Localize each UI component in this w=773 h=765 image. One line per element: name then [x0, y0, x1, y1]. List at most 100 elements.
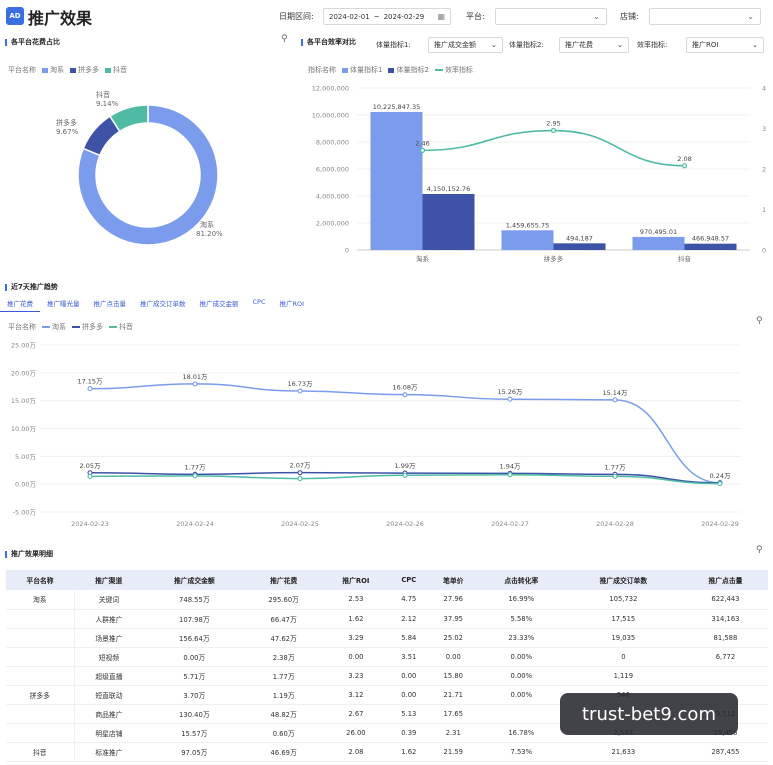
table-cell: 37.95	[427, 609, 479, 629]
table-header-cell[interactable]: 点击转化率	[478, 570, 564, 590]
table-header-cell[interactable]: 平台名称	[6, 570, 75, 590]
table-header-cell[interactable]: 推广渠道	[74, 570, 144, 590]
trend-legend-item[interactable]: 淘系	[42, 322, 66, 332]
table-cell: 3.12	[321, 685, 390, 705]
donut-legend-item[interactable]: 拼多多	[70, 65, 99, 75]
donut-legend: 平台名称 淘系 拼多多 抖音	[8, 65, 127, 75]
efficiency-metric-value: 推广ROI	[692, 41, 719, 49]
efficiency-legend-item[interactable]: 体量指标2	[388, 65, 429, 75]
y-tick-label: 12,000,000	[312, 85, 349, 93]
watermark-overlay: trust-bet9.com	[560, 693, 738, 735]
trend-point	[402, 392, 408, 398]
metric2-select[interactable]: 推广花费 ⌄	[559, 37, 629, 53]
y-tick-label: 10.00万	[11, 425, 37, 433]
table-header-cell[interactable]: 推广成交金额	[143, 570, 246, 590]
legend-label: 体量指标2	[396, 66, 429, 74]
detail-section-title: 推广效果明细	[5, 549, 53, 559]
trend-point	[612, 473, 618, 479]
table-cell: 2.12	[389, 609, 428, 629]
efficiency-point	[681, 163, 688, 169]
trend-point	[402, 472, 408, 478]
filter-icon[interactable]: ⚲	[281, 34, 288, 44]
page-title: 推广效果	[28, 9, 93, 28]
table-cell	[478, 704, 564, 724]
donut-legend-item[interactable]: 淘系	[42, 65, 64, 75]
tab-trend-metric[interactable]: CPC	[252, 298, 266, 306]
y-tick-label: -5.00万	[13, 509, 37, 517]
filter-icon[interactable]: ⚲	[756, 316, 763, 326]
metric1-select[interactable]: 推广成交金额 ⌄	[428, 37, 503, 53]
legend-label: 效率指标	[444, 66, 473, 74]
bar-metric1	[632, 236, 685, 250]
efficiency-metric-label: 效率指标:	[637, 41, 668, 49]
tab-trend-metric[interactable]: 推广ROI	[279, 300, 305, 308]
tab-trend-metric[interactable]: 推广花费	[0, 295, 40, 312]
table-header-cell[interactable]: 推广ROI	[321, 570, 390, 590]
trend-legend-item[interactable]: 抖音	[109, 322, 133, 332]
trend-value-label: 15.26万	[497, 388, 523, 396]
y-tick-label: 8,000,000	[316, 139, 349, 147]
table-cell: 超级直播	[74, 666, 144, 686]
legend-line	[109, 326, 117, 328]
efficiency-value-label: 2.95	[546, 120, 560, 128]
table-cell: 拼多多	[6, 685, 75, 705]
tab-trend-metric[interactable]: 推广成交金额	[199, 300, 239, 308]
date-range-picker[interactable]: 2024-02-01 ~ 2024-02-29 ▦	[323, 8, 451, 25]
table-row[interactable]: 超级直播 5.71万 1.77万 3.23 0.00 15.80 0.00% 1,119	[6, 666, 768, 686]
bar-metric2	[553, 243, 606, 250]
filter-icon[interactable]: ⚲	[756, 545, 763, 555]
shop-select[interactable]: ⌄	[649, 8, 761, 25]
efficiency-metric-select[interactable]: 推广ROI ⌄	[686, 37, 764, 53]
table-header-cell[interactable]: 推广成交订单数	[563, 570, 683, 590]
trend-point	[192, 473, 198, 479]
table-row[interactable]: 淘系 关键词 748.55万 295.60万 2.53 4.75 27.96 16.99% 10…	[6, 590, 768, 610]
table-header-row: 平台名称 推广渠道 推广成交金额 推广花费 推广ROI CPC 笔单价 点击转化率 推广成交订单…	[6, 570, 768, 590]
chevron-down-icon: ⌄	[747, 12, 754, 21]
y-tick-label: 6,000,000	[316, 166, 349, 174]
table-cell: 17,515	[563, 609, 683, 629]
table-cell: 2.08	[321, 742, 390, 762]
table-cell: 25.02	[427, 628, 479, 648]
x-tick-label: 2024-02-23	[71, 520, 109, 528]
bar-value-label: 10,225,847.35	[373, 103, 421, 111]
table-row[interactable]: 场景推广 156.64万 47.62万 3.29 5.84 25.02 23.33% 19,0…	[6, 628, 768, 648]
legend-label: 体量指标1	[350, 66, 383, 74]
table-cell: 130.40万	[143, 704, 246, 724]
legend-label: 抖音	[119, 323, 133, 331]
trend-point	[87, 386, 93, 392]
tab-trend-metric[interactable]: 推广成交订单数	[140, 300, 186, 308]
table-header-cell[interactable]: 笔单价	[427, 570, 479, 590]
table-row[interactable]: 短视频 0.00万 2.38万 0.00 3.51 0.00 0.00% 0 6,772	[6, 647, 768, 667]
slice-percent-label: 81.20%	[196, 230, 223, 238]
table-row[interactable]: 抖音 标准推广 97.05万 46.69万 2.08 1.62 21.59 7.53% 21,6…	[6, 742, 768, 762]
x-tick-label: 淘系	[416, 254, 430, 263]
table-row[interactable]: 人群推广 107.98万 66.47万 1.62 2.12 37.95 5.58% 17,51…	[6, 609, 768, 629]
date-end: 2024-02-29	[383, 12, 425, 21]
trend-point	[717, 481, 723, 487]
table-header-cell[interactable]: 推广花费	[245, 570, 322, 590]
y-tick-label: 4,000,000	[316, 193, 349, 201]
trend-point	[507, 396, 513, 402]
trend-legend-item[interactable]: 拼多多	[72, 322, 103, 332]
metric1-label: 体量指标1:	[376, 41, 411, 49]
tab-trend-metric[interactable]: 推广曝光量	[47, 300, 80, 308]
tab-trend-metric[interactable]: 推广点击量	[93, 300, 127, 308]
date-start: 2024-02-01	[329, 12, 370, 21]
trend-section-title: 近7天推广趋势	[5, 282, 58, 292]
efficiency-legend-item[interactable]: 效率指标	[434, 65, 473, 75]
table-cell: 107.98万	[143, 609, 246, 629]
table-cell: 66.47万	[245, 609, 322, 629]
trend-legend: 平台名称 淘系 拼多多 抖音	[8, 322, 133, 332]
platform-select[interactable]: ⌄	[495, 8, 607, 25]
trend-value-label: 2.05万	[80, 462, 101, 470]
slice-percent-label: 9.14%	[96, 100, 119, 108]
table-cell: 0.00%	[478, 685, 564, 705]
donut-legend-item[interactable]: 抖音	[105, 65, 127, 75]
efficiency-legend-item[interactable]: 体量指标1	[342, 65, 382, 75]
table-header-cell[interactable]: 推广点击量	[682, 570, 768, 590]
metric2-label: 体量指标2:	[509, 41, 544, 49]
chevron-down-icon: ⌄	[491, 41, 497, 49]
table-cell: 短视频	[74, 647, 144, 667]
table-header-cell[interactable]: CPC	[389, 570, 428, 590]
